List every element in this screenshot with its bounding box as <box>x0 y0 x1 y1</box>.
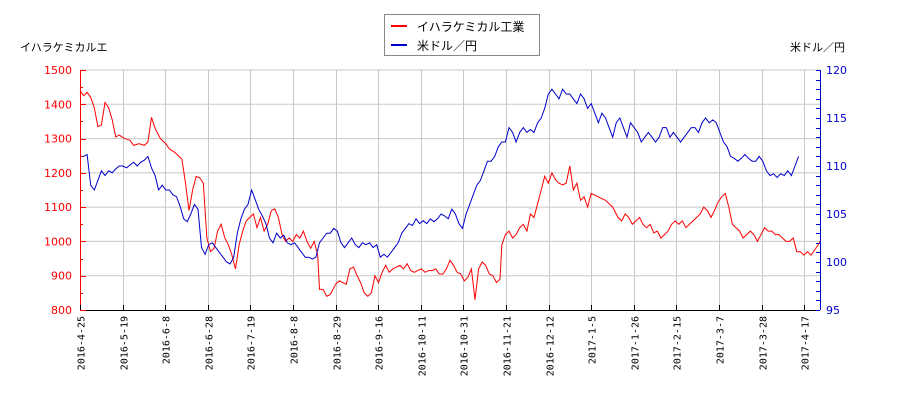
legend: イハラケミカル工業 米ドル／円 <box>384 14 540 56</box>
svg-text:900: 900 <box>51 270 72 283</box>
svg-text:2016-4-25: 2016-4-25 <box>77 316 88 370</box>
legend-swatch-red <box>391 25 407 27</box>
svg-text:95: 95 <box>826 304 840 317</box>
left-axis-ticks: 800 900 1000 1100 1200 1300 1400 1500 <box>44 64 86 317</box>
svg-text:2017-1-26: 2017-1-26 <box>631 316 642 370</box>
svg-text:2016-12-12: 2016-12-12 <box>546 316 557 376</box>
x-axis-ticks: 2016-4-25 2016-5-19 2016-6-8 2016-6-28 2016-… <box>77 305 812 376</box>
svg-text:2017-1-5: 2017-1-5 <box>588 316 599 364</box>
svg-text:2016-9-16: 2016-9-16 <box>375 316 386 370</box>
legend-item-ihara: イハラケミカル工業 <box>391 17 524 35</box>
svg-text:105: 105 <box>826 208 847 221</box>
svg-text:120: 120 <box>826 64 847 77</box>
legend-item-usdjpy: 米ドル／円 <box>391 36 477 54</box>
svg-text:2017-3-28: 2017-3-28 <box>759 316 770 370</box>
legend-label: イハラケミカル工業 <box>417 19 525 34</box>
svg-text:100: 100 <box>826 256 847 269</box>
svg-text:2017-4-17: 2017-4-17 <box>801 316 812 370</box>
axes <box>80 70 821 311</box>
svg-text:2016-10-11: 2016-10-11 <box>418 316 429 376</box>
right-axis-title: 米ドル／円 <box>790 41 845 54</box>
svg-text:2016-7-19: 2016-7-19 <box>247 316 258 370</box>
grid-lines <box>80 69 820 310</box>
svg-text:2016-11-21: 2016-11-21 <box>503 316 514 376</box>
svg-text:1200: 1200 <box>44 167 72 180</box>
svg-text:2017-3-7: 2017-3-7 <box>716 316 727 364</box>
svg-text:1500: 1500 <box>44 64 72 77</box>
svg-text:1300: 1300 <box>44 133 72 146</box>
legend-label: 米ドル／円 <box>417 38 478 53</box>
series-lines <box>79 88 821 300</box>
svg-text:1000: 1000 <box>44 235 72 248</box>
svg-text:1400: 1400 <box>44 98 72 111</box>
left-axis-title: イハラケミカルエ <box>20 41 108 54</box>
svg-text:2016-6-8: 2016-6-8 <box>162 316 173 364</box>
svg-text:800: 800 <box>51 304 72 317</box>
svg-text:2016-8-29: 2016-8-29 <box>333 316 344 370</box>
svg-text:115: 115 <box>826 112 847 125</box>
svg-text:2016-6-28: 2016-6-28 <box>205 316 216 370</box>
legend-swatch-blue <box>391 44 407 46</box>
svg-text:2017-2-15: 2017-2-15 <box>673 316 684 370</box>
svg-text:1100: 1100 <box>44 201 72 214</box>
svg-text:2016-5-19: 2016-5-19 <box>120 316 131 370</box>
svg-text:2016-8-8: 2016-8-8 <box>290 316 301 364</box>
svg-text:2016-10-31: 2016-10-31 <box>460 316 471 376</box>
svg-text:110: 110 <box>826 160 847 173</box>
right-axis-ticks: 95 100 105 110 115 120 <box>816 64 847 317</box>
